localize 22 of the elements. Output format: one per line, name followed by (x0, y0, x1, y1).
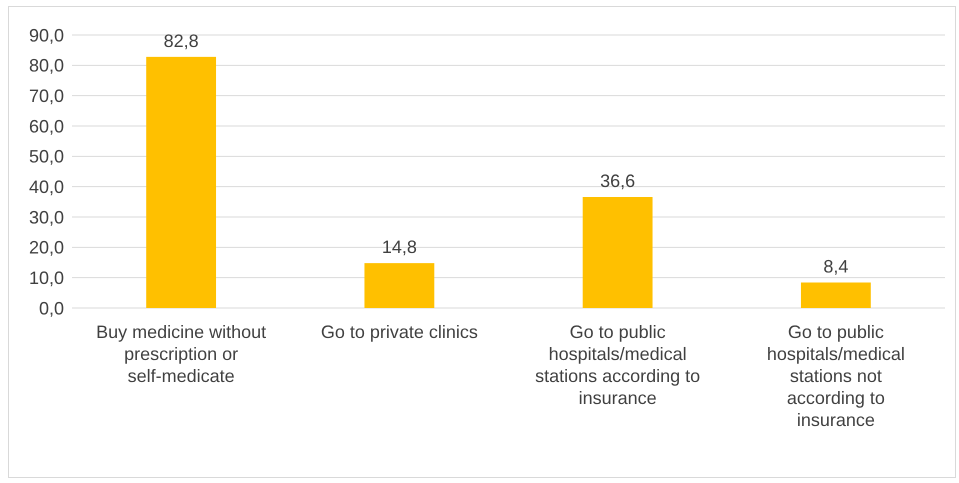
bar (364, 263, 434, 308)
bar (146, 56, 216, 308)
y-tick-label: 10,0 (28, 268, 64, 288)
bar (800, 282, 871, 308)
y-tick-label: 40,0 (28, 177, 64, 198)
x-tick-label: Go to public hospitals/medical stations according to insurance (535, 322, 700, 408)
bar (582, 196, 653, 308)
y-tick-label: 30,0 (28, 207, 64, 228)
x-tick-label: Buy medicine without prescription or self-medicate (96, 322, 266, 386)
y-tick-label: 20,0 (28, 238, 64, 258)
y-tick-label: 80,0 (28, 56, 64, 76)
y-tick-label: 70,0 (28, 86, 64, 106)
data-label: 82,8 (164, 30, 199, 51)
y-tick-label: 90,0 (28, 25, 64, 46)
data-label: 8,4 (823, 256, 848, 277)
x-tick-label: Go to public hospitals/medical stations not according to insurance (766, 322, 905, 430)
x-tick-label: Go to private clinics (320, 322, 478, 342)
y-tick-label: 60,0 (28, 116, 64, 136)
y-tick-label: 0,0 (38, 298, 64, 318)
y-tick-label: 50,0 (28, 146, 64, 167)
data-label: 36,6 (600, 170, 636, 191)
data-label: 14,8 (382, 237, 417, 258)
